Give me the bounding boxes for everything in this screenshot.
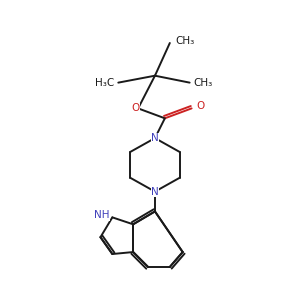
Text: NH: NH <box>94 210 110 220</box>
Text: H₃C: H₃C <box>95 78 114 88</box>
Text: O: O <box>196 101 205 111</box>
Text: O: O <box>131 103 139 113</box>
Text: N: N <box>151 187 159 196</box>
Text: CH₃: CH₃ <box>176 36 195 46</box>
Text: N: N <box>151 133 159 143</box>
Text: CH₃: CH₃ <box>194 78 213 88</box>
